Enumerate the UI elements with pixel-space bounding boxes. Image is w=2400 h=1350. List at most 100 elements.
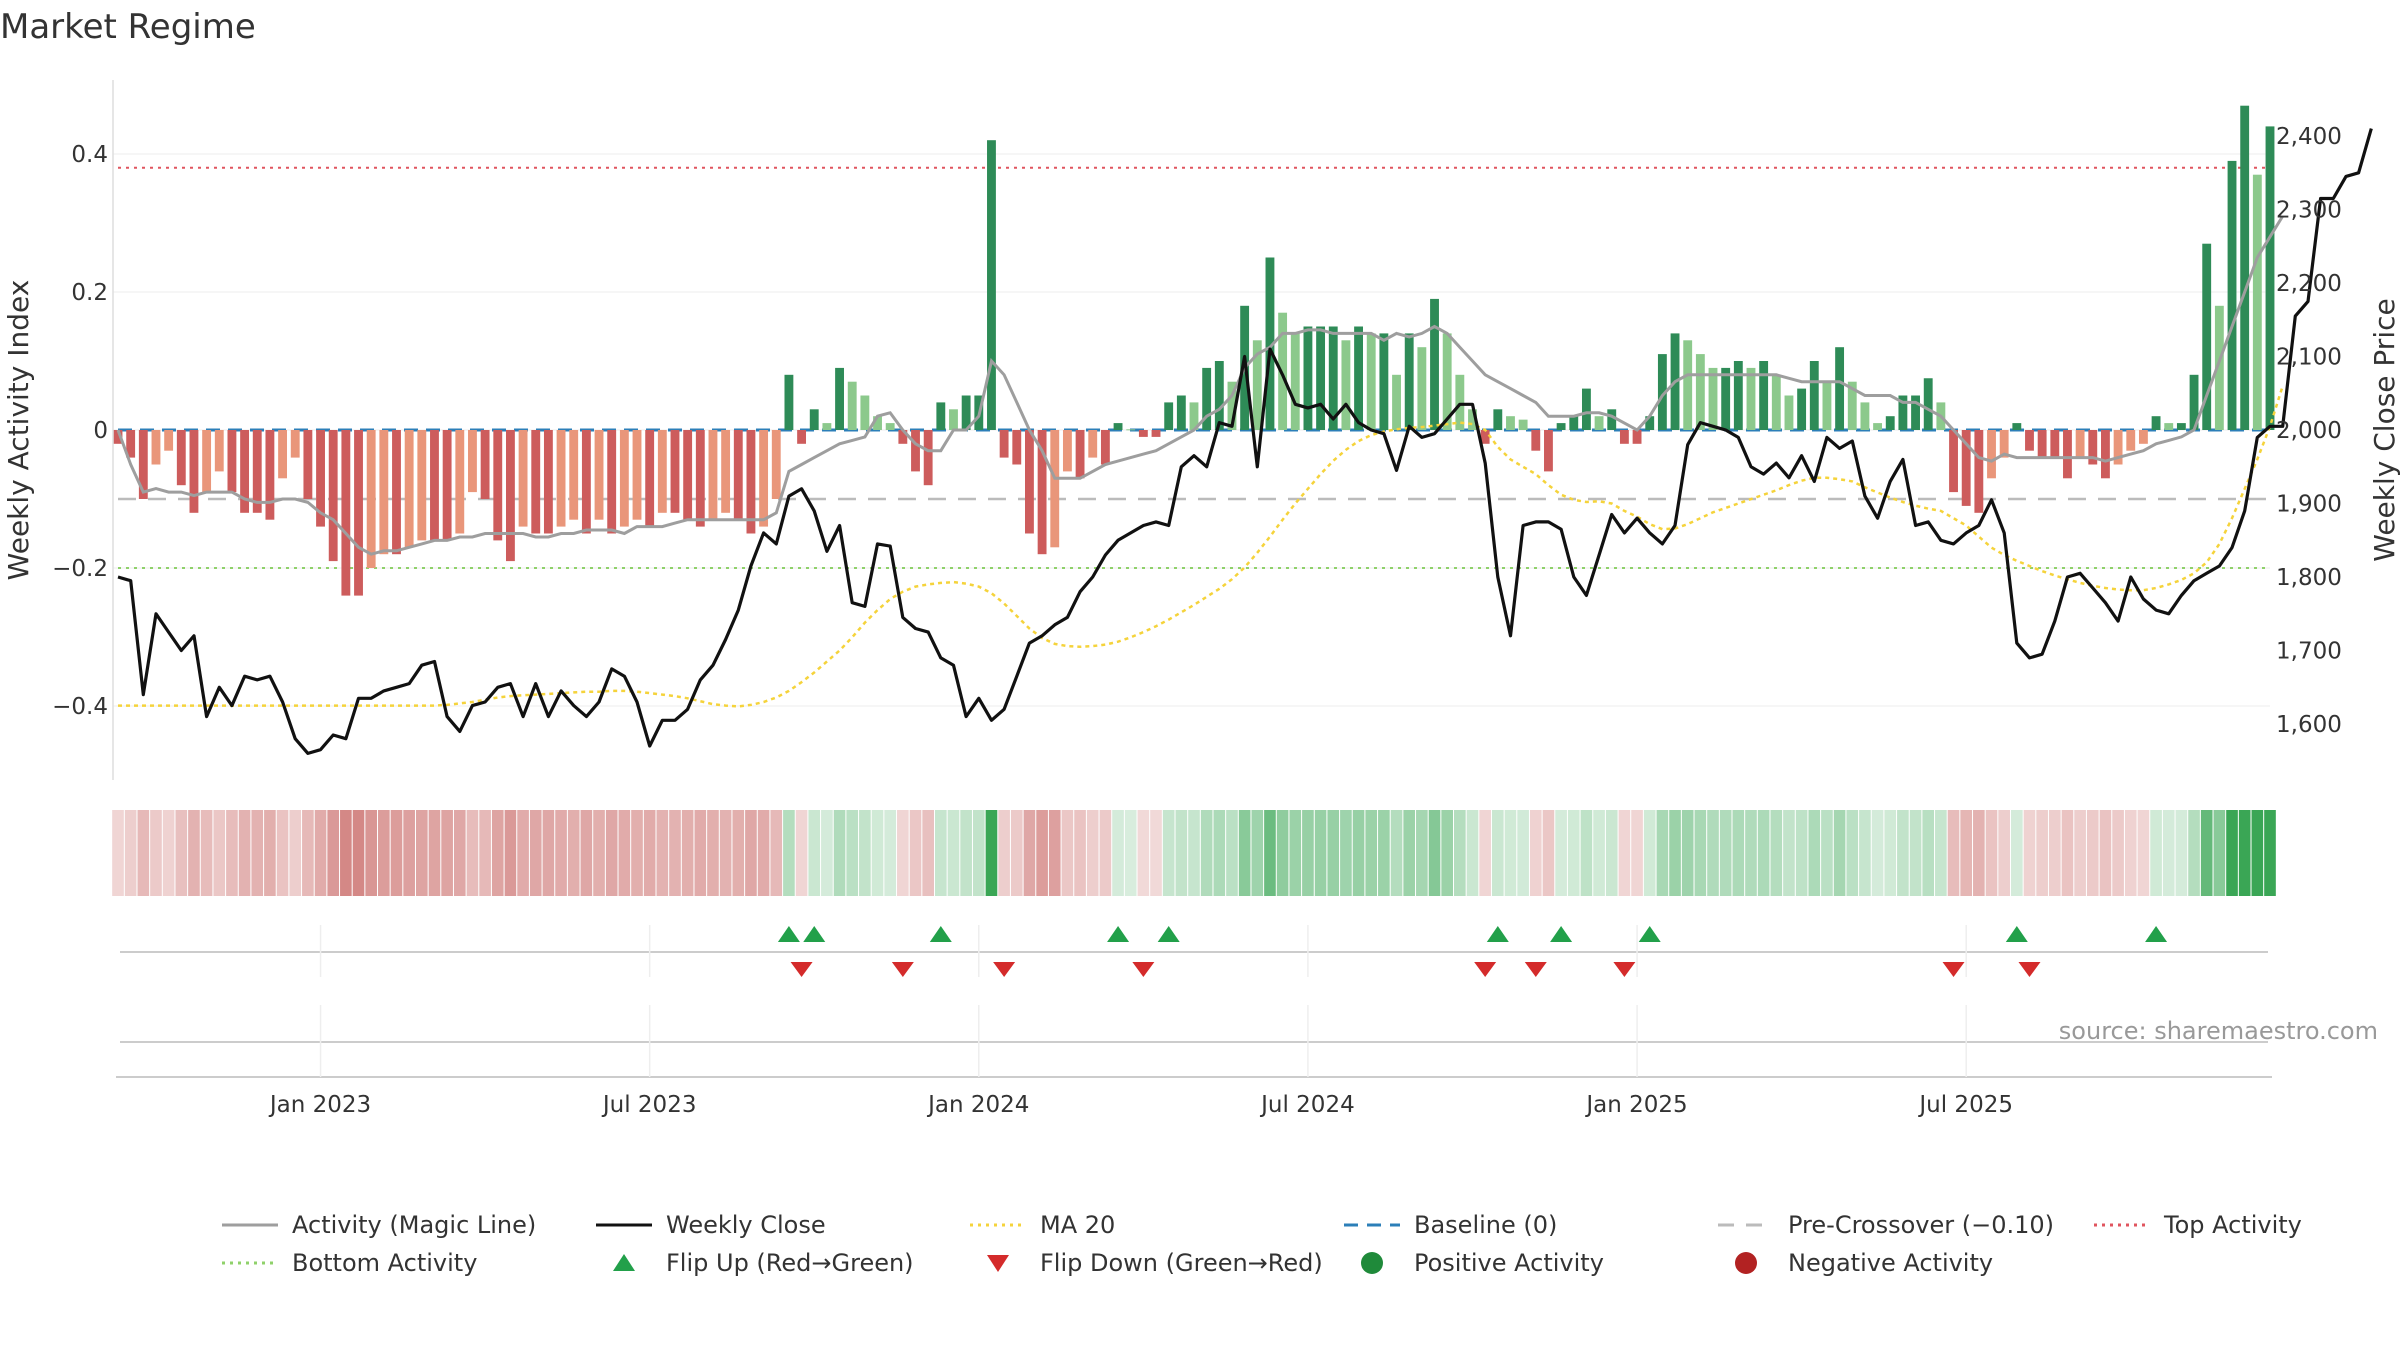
activity-bar: [240, 430, 250, 513]
regime-cell: [1808, 810, 1821, 896]
activity-bar: [835, 367, 844, 430]
regime-cell: [1479, 810, 1491, 896]
activity-bar: [1062, 430, 1072, 472]
activity-bar: [607, 430, 617, 534]
activity-bar: [695, 430, 705, 527]
activity-bar: [2240, 105, 2250, 430]
flip-down-marker: [891, 962, 914, 977]
regime-cell: [2226, 810, 2238, 896]
activity-bar: [1885, 416, 1895, 430]
regime-cell: [656, 810, 669, 896]
legend-item: Positive Activity: [1361, 1249, 1604, 1277]
regime-cell: [327, 810, 340, 896]
regime-cell: [567, 810, 580, 896]
regime-cell: [631, 810, 643, 896]
activity-bar: [1189, 402, 1199, 430]
activity-bar: [392, 430, 401, 555]
activity-bar: [797, 430, 807, 444]
activity-bar: [1214, 361, 1224, 430]
regime-cell: [1669, 810, 1681, 896]
activity-bar: [1379, 333, 1389, 430]
regime-cell: [681, 810, 694, 896]
activity-bar: [1265, 257, 1275, 430]
regime-cell: [289, 810, 302, 896]
activity-bar: [138, 430, 148, 499]
legend: Activity (Magic Line) Weekly Close MA 20 Ba…: [222, 1211, 2302, 1277]
activity-bar: [164, 430, 174, 451]
activity-bar: [227, 430, 237, 493]
flip-up-marker: [777, 926, 800, 942]
regime-cell: [124, 810, 137, 896]
activity-bar: [784, 374, 794, 430]
regime-cell: [200, 810, 213, 896]
activity-bar: [505, 430, 515, 562]
flip-markers-panel: [120, 926, 2268, 977]
regime-cell: [1833, 810, 1846, 896]
activity-bar: [746, 430, 756, 534]
regime-cell: [1428, 810, 1441, 896]
left-axis-label: Weekly Activity Index: [2, 280, 35, 581]
activity-bar: [923, 430, 933, 486]
regime-cell: [694, 810, 707, 896]
activity-bar: [961, 395, 971, 430]
regime-cell: [1491, 810, 1504, 896]
activity-bar: [1797, 388, 1807, 430]
regime-cell: [1745, 810, 1757, 896]
regime-cell: [479, 810, 491, 896]
activity-bar: [619, 430, 629, 527]
regime-cell: [2188, 810, 2200, 896]
activity-bar: [1290, 333, 1300, 430]
activity-bar: [1847, 381, 1857, 430]
regime-cell: [2099, 810, 2112, 896]
regime-cell: [1618, 810, 1631, 896]
left-tick-label: −0.4: [52, 694, 108, 720]
regime-cell: [1074, 810, 1086, 896]
regime-cell: [1517, 810, 1529, 896]
regime-cell: [352, 810, 365, 896]
x-axis-ticks: Jan 2023 Jul 2023 Jan 2024 Jul 2024 Jan 2025…: [268, 925, 2013, 1118]
activity-bar: [1619, 430, 1629, 444]
regime-cell: [580, 810, 593, 896]
regime-cell: [378, 810, 390, 896]
regime-cell: [1985, 810, 1998, 896]
activity-bar: [2075, 430, 2085, 458]
flip-down-marker: [1942, 962, 1965, 977]
regime-cell: [1859, 810, 1871, 896]
activity-bar: [1430, 298, 1439, 430]
regime-cell: [415, 810, 428, 896]
x-tick-label: Jul 2023: [601, 1092, 697, 1118]
activity-bar: [1809, 361, 1819, 430]
regime-cell: [365, 810, 377, 896]
activity-bar: [2037, 430, 2047, 458]
activity-bar: [1075, 430, 1085, 479]
regime-cell: [226, 810, 238, 896]
activity-bar: [759, 430, 769, 527]
activity-bar: [2151, 416, 2161, 430]
regime-cell: [1378, 810, 1390, 896]
activity-bar: [1442, 333, 1452, 430]
activity-bar: [1126, 429, 1136, 431]
regime-cell: [1529, 810, 1542, 896]
activity-bar: [2227, 160, 2237, 430]
regime-cell: [213, 810, 226, 896]
regime-cell: [2251, 810, 2264, 896]
activity-bar: [657, 430, 667, 513]
flip-down-marker: [2018, 962, 2041, 977]
activity-bar: [113, 430, 123, 444]
regime-cell: [795, 810, 808, 896]
activity-bar: [569, 430, 579, 520]
activity-bar: [1404, 333, 1414, 430]
activity-bar: [354, 430, 363, 596]
legend-item: Baseline (0): [1344, 1211, 1557, 1239]
activity-bar: [936, 402, 946, 430]
regime-cell: [1264, 810, 1276, 896]
bottom-panel: [116, 1041, 2272, 1078]
activity-bar: [1176, 395, 1186, 430]
regime-cell: [1314, 810, 1327, 896]
activity-bar: [708, 430, 718, 520]
regime-cell: [2036, 810, 2048, 896]
regime-cell: [757, 810, 770, 896]
regime-cell: [935, 810, 947, 896]
regime-cell: [985, 810, 998, 896]
activity-bar: [126, 430, 136, 458]
